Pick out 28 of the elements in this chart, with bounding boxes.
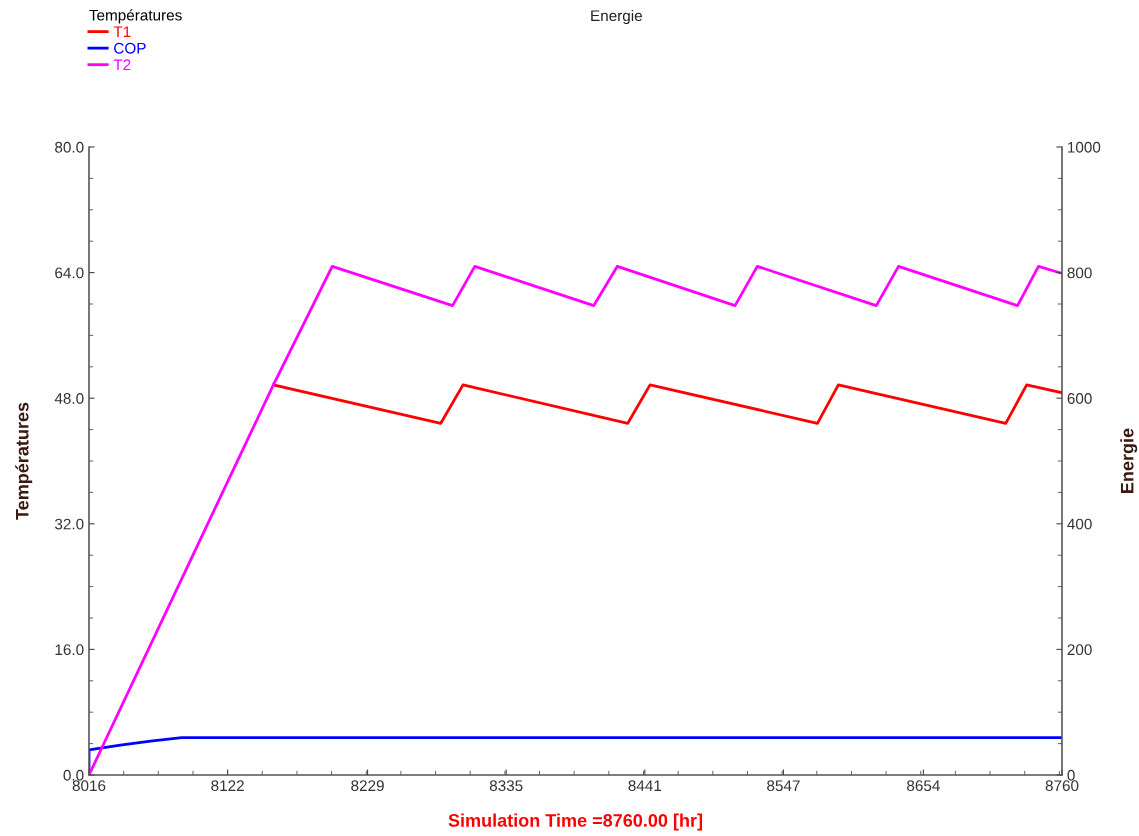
y-tick-label: 48.0	[54, 393, 84, 404]
y2-tick-label: 200	[1067, 644, 1092, 656]
x-tick-label: 8654	[907, 780, 940, 792]
y2-tick-label: 600	[1067, 393, 1092, 404]
y2-tick-label: 1000	[1068, 141, 1101, 153]
y-tick-label: 80.0	[55, 141, 84, 153]
y2-axis-title: Energie	[1120, 428, 1138, 493]
x-tick-label: 8335	[489, 780, 523, 792]
x-tick-label: 8441	[628, 780, 662, 792]
y-tick-label: 0.0	[63, 769, 84, 781]
x-axis-title: Simulation Time =8760.00 [hr]	[448, 813, 703, 831]
legend-label: T2	[113, 59, 131, 71]
y2-tick-label: 800	[1067, 267, 1092, 279]
y-tick-label: 32.0	[54, 518, 84, 530]
y-axis-title: Températures	[15, 402, 33, 520]
y2-tick-label: 400	[1067, 518, 1092, 530]
x-tick-label: 8122	[211, 780, 244, 792]
y2-tick-label: 0	[1067, 769, 1075, 781]
x-tick-label: 8547	[767, 780, 800, 792]
x-tick-label: 8760	[1045, 780, 1079, 792]
text: Energie	[591, 9, 642, 25]
legend-label: COP	[114, 42, 146, 54]
x-tick-label: 8016	[72, 780, 106, 792]
legend-label: T1	[113, 26, 131, 37]
legend-title: Températures	[89, 9, 182, 24]
y-tick-label: 16.0	[55, 644, 84, 656]
x-tick-label: 8229	[351, 780, 384, 792]
y-tick-label: 64.0	[55, 267, 84, 279]
